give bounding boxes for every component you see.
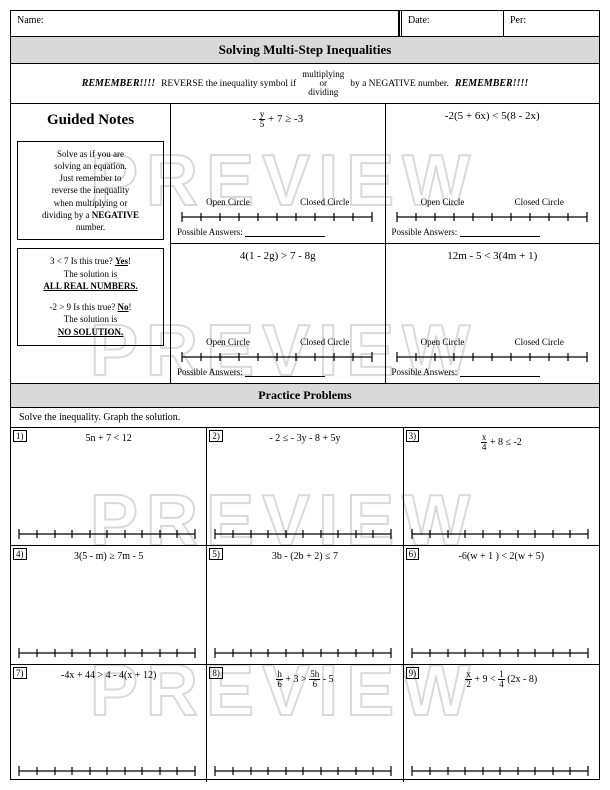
number-line: [177, 349, 379, 365]
problem-3: 3) x4 + 8 ≤ -2: [404, 428, 599, 545]
problem-5: 5) 3b - (2b + 2) ≤ 7: [207, 546, 403, 663]
guided-notes-column: Guided Notes Solve as if you are solving…: [11, 104, 171, 383]
example-2: -2(5 + 6x) < 5(8 - 2x) Open CircleClosed…: [386, 104, 600, 243]
period-field[interactable]: Per:: [504, 11, 599, 36]
problem-9: 9) x2 + 9 < 14 (2x - 8): [404, 665, 599, 782]
number-line: [211, 763, 398, 779]
example-1: - y5 + 7 ≥ -3 Open CircleClosed Circle P…: [171, 104, 386, 243]
problem-7: 7) -4x + 44 > 4 - 4(x + 12): [11, 665, 207, 782]
page-title: Solving Multi-Step Inequalities: [11, 37, 599, 64]
remember-frac: multiplying or dividing: [302, 70, 344, 97]
number-line: [408, 763, 595, 779]
remember-left: REMEMBER!!!!: [82, 78, 155, 89]
number-line: [177, 209, 379, 225]
remember-pre: REVERSE the inequality symbol if: [161, 79, 296, 89]
guided-area: Guided Notes Solve as if you are solving…: [11, 104, 599, 384]
remember-right: REMEMBER!!!!: [455, 78, 528, 89]
number-line: [211, 526, 398, 542]
guided-notes-title: Guided Notes: [17, 112, 164, 129]
problem-1: 1) 5n + 7 < 12: [11, 428, 207, 545]
example-grid: - y5 + 7 ≥ -3 Open CircleClosed Circle P…: [171, 104, 599, 383]
guided-box-1: Solve as if you are solving an equation.…: [17, 141, 164, 240]
number-line: [392, 209, 594, 225]
example-4: 12m - 5 < 3(4m + 1) Open CircleClosed Ci…: [386, 244, 600, 383]
number-line: [15, 526, 202, 542]
date-field[interactable]: Date:: [399, 11, 504, 36]
problem-4: 4) 3(5 - m) ≥ 7m - 5: [11, 546, 207, 663]
example-3: 4(1 - 2g) > 7 - 8g Open CircleClosed Cir…: [171, 244, 386, 383]
number-line: [392, 349, 594, 365]
number-line: [408, 526, 595, 542]
remember-bar: REMEMBER!!!! REVERSE the inequality symb…: [11, 64, 599, 104]
problem-6: 6) -6(w + 1 ) < 2(w + 5): [404, 546, 599, 663]
number-line: [408, 645, 595, 661]
remember-post: by a NEGATIVE number.: [350, 79, 449, 89]
name-field[interactable]: Name:: [11, 11, 399, 36]
guided-box-2: 3 < 7 Is this true? Yes! The solution is…: [17, 248, 164, 346]
header-row: Name: Date: Per:: [11, 11, 599, 37]
number-line: [15, 645, 202, 661]
worksheet-page: Name: Date: Per: Solving Multi-Step Ineq…: [10, 10, 600, 780]
problem-grid: 1) 5n + 7 < 12 2) - 2 ≤ - 3y - 8 + 5y 3)…: [11, 428, 599, 782]
number-line: [211, 645, 398, 661]
problem-2: 2) - 2 ≤ - 3y - 8 + 5y: [207, 428, 403, 545]
number-line: [15, 763, 202, 779]
instructions: Solve the inequality. Graph the solution…: [11, 408, 599, 428]
practice-header: Practice Problems: [11, 384, 599, 408]
problem-8: 8) h6 + 3 > 5h6 - 5: [207, 665, 403, 782]
